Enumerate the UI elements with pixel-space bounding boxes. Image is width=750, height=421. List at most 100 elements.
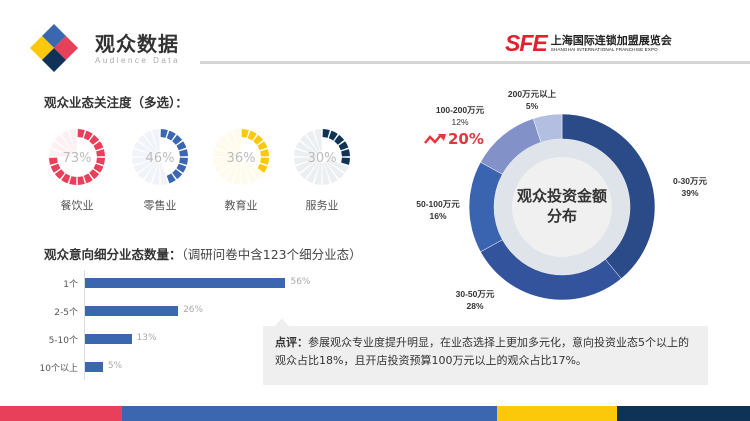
gauge-label: 教育业 xyxy=(224,199,258,212)
section-title-count-main: 观众意向细分业态数量： xyxy=(44,247,182,262)
gauge-segment xyxy=(89,169,100,180)
gauge-label: 餐饮业 xyxy=(60,199,94,212)
bar xyxy=(85,278,286,288)
gauge-segment xyxy=(133,159,156,173)
donut-center xyxy=(512,157,612,257)
donut-label-category: 200万元以上 xyxy=(507,89,557,99)
donut-label-value: 5% xyxy=(525,101,539,111)
donut-label-value: 16% xyxy=(429,211,447,221)
gauge-segment xyxy=(166,173,176,184)
gauge-label: 零售业 xyxy=(143,199,177,212)
gauge-segment xyxy=(50,163,61,173)
donut-label-value: 39% xyxy=(681,188,699,198)
gauge-value: 36% xyxy=(227,151,256,166)
gauge-label: 服务业 xyxy=(305,199,339,212)
footer-stripe-navy xyxy=(617,406,750,421)
gauge-segment xyxy=(93,141,104,151)
brand-mark: SFE xyxy=(505,30,548,56)
gauge-segment xyxy=(93,163,104,173)
gauge-segment xyxy=(260,157,269,165)
header-divider xyxy=(200,61,750,64)
footer-stripe-red xyxy=(0,406,122,421)
bar xyxy=(85,334,132,344)
gauge-segment xyxy=(213,157,236,165)
bar-category: 5-10个 xyxy=(48,336,78,346)
gauge-segment xyxy=(244,160,264,180)
gauge-segment xyxy=(253,134,264,145)
gauge-segment xyxy=(295,141,318,155)
gauge-segment xyxy=(294,157,317,165)
gauge-segment xyxy=(341,149,350,157)
donut-label: 50-100万元 16% xyxy=(398,198,478,222)
gauge-value: 30% xyxy=(308,151,337,166)
bar xyxy=(85,362,103,372)
bar-category: 1个 xyxy=(63,280,78,290)
gauge-segment xyxy=(338,141,349,151)
gauge-segment xyxy=(233,162,241,185)
gauge-segment xyxy=(96,157,105,165)
gauge-segment xyxy=(214,141,237,155)
gauge-segment xyxy=(54,169,65,180)
gauge-segment xyxy=(260,149,269,157)
bar-value: 5% xyxy=(107,361,123,371)
gauge-segment xyxy=(334,134,345,145)
footer-stripe-blue xyxy=(122,406,497,421)
gauge-segment xyxy=(257,141,268,151)
gauge-value: 73% xyxy=(63,151,92,166)
gauge-segment xyxy=(160,162,168,185)
gauge-segment xyxy=(49,157,58,165)
logo-diamond-icon xyxy=(30,24,78,72)
gauge-segment xyxy=(137,134,157,154)
gauge-segment xyxy=(137,160,157,180)
gauge-segment xyxy=(247,130,257,141)
gauge-segment xyxy=(166,130,176,141)
trend-up-icon xyxy=(424,134,446,144)
gauge-segment xyxy=(299,160,319,180)
gauge-segment xyxy=(322,162,330,185)
bar-value: 13% xyxy=(136,333,157,343)
footer-stripe-yellow xyxy=(497,406,617,421)
gauge-segment xyxy=(306,161,320,184)
bar xyxy=(85,306,179,316)
gauge-segment xyxy=(314,162,322,185)
brand-name-en: SHANGHAI INTERNATIONAL FRANCHISE EXPO xyxy=(550,47,658,52)
bar-value: 26% xyxy=(183,305,204,315)
section-title-count-note: （调研问卷中含123个细分业态） xyxy=(181,247,362,262)
gauge-segment xyxy=(179,149,188,157)
bar-axis xyxy=(84,270,85,380)
gauge-segment xyxy=(324,161,338,184)
growth-value: 20% xyxy=(448,130,484,148)
comment-text: 参展观众专业度提升明显，在业态选择上更加多元化，意向投资业态5个以上的观众占比1… xyxy=(275,336,689,367)
donut-label-value: 12% xyxy=(451,117,469,127)
gauge-segment xyxy=(172,134,183,145)
donut-label-category: 50-100万元 xyxy=(416,199,460,209)
gauge-segment xyxy=(172,169,183,180)
donut-label: 200万元以上 5% xyxy=(492,88,572,112)
gauge-segment xyxy=(132,157,155,165)
gauge-segment xyxy=(322,129,330,138)
bar-category: 10个以上 xyxy=(39,364,78,374)
donut-label: 100-200万元 12% xyxy=(420,104,500,128)
gauge-segment xyxy=(306,130,320,153)
gauge-segment xyxy=(341,157,350,165)
gauge-segment xyxy=(295,159,318,173)
donut-label-value: 28% xyxy=(466,301,484,311)
gauge-segment xyxy=(83,130,93,141)
gauge-segment xyxy=(213,149,236,157)
gauge-segment xyxy=(225,130,239,153)
gauge-segment xyxy=(69,176,77,185)
gauge-segment xyxy=(132,149,155,157)
comment-box: 点评：参展观众专业度提升明显，在业态选择上更加多元化，意向投资业态5个以上的观众… xyxy=(263,318,708,385)
gauge-segment xyxy=(77,129,85,138)
gauge-segment xyxy=(218,160,238,180)
donut-label-category: 0-30万元 xyxy=(672,176,707,186)
gauge-segment xyxy=(294,149,317,157)
gauge-segment xyxy=(257,163,268,173)
donut-label: 30-50万元 28% xyxy=(435,288,515,312)
gauge-segment xyxy=(49,149,72,157)
gauge-segment xyxy=(144,130,158,153)
gauge-segment xyxy=(218,134,238,154)
donut-label-category: 30-50万元 xyxy=(455,289,495,299)
gauge-chart: 73% 46% 36% 30% xyxy=(49,129,350,185)
gauge-segment xyxy=(241,162,249,185)
